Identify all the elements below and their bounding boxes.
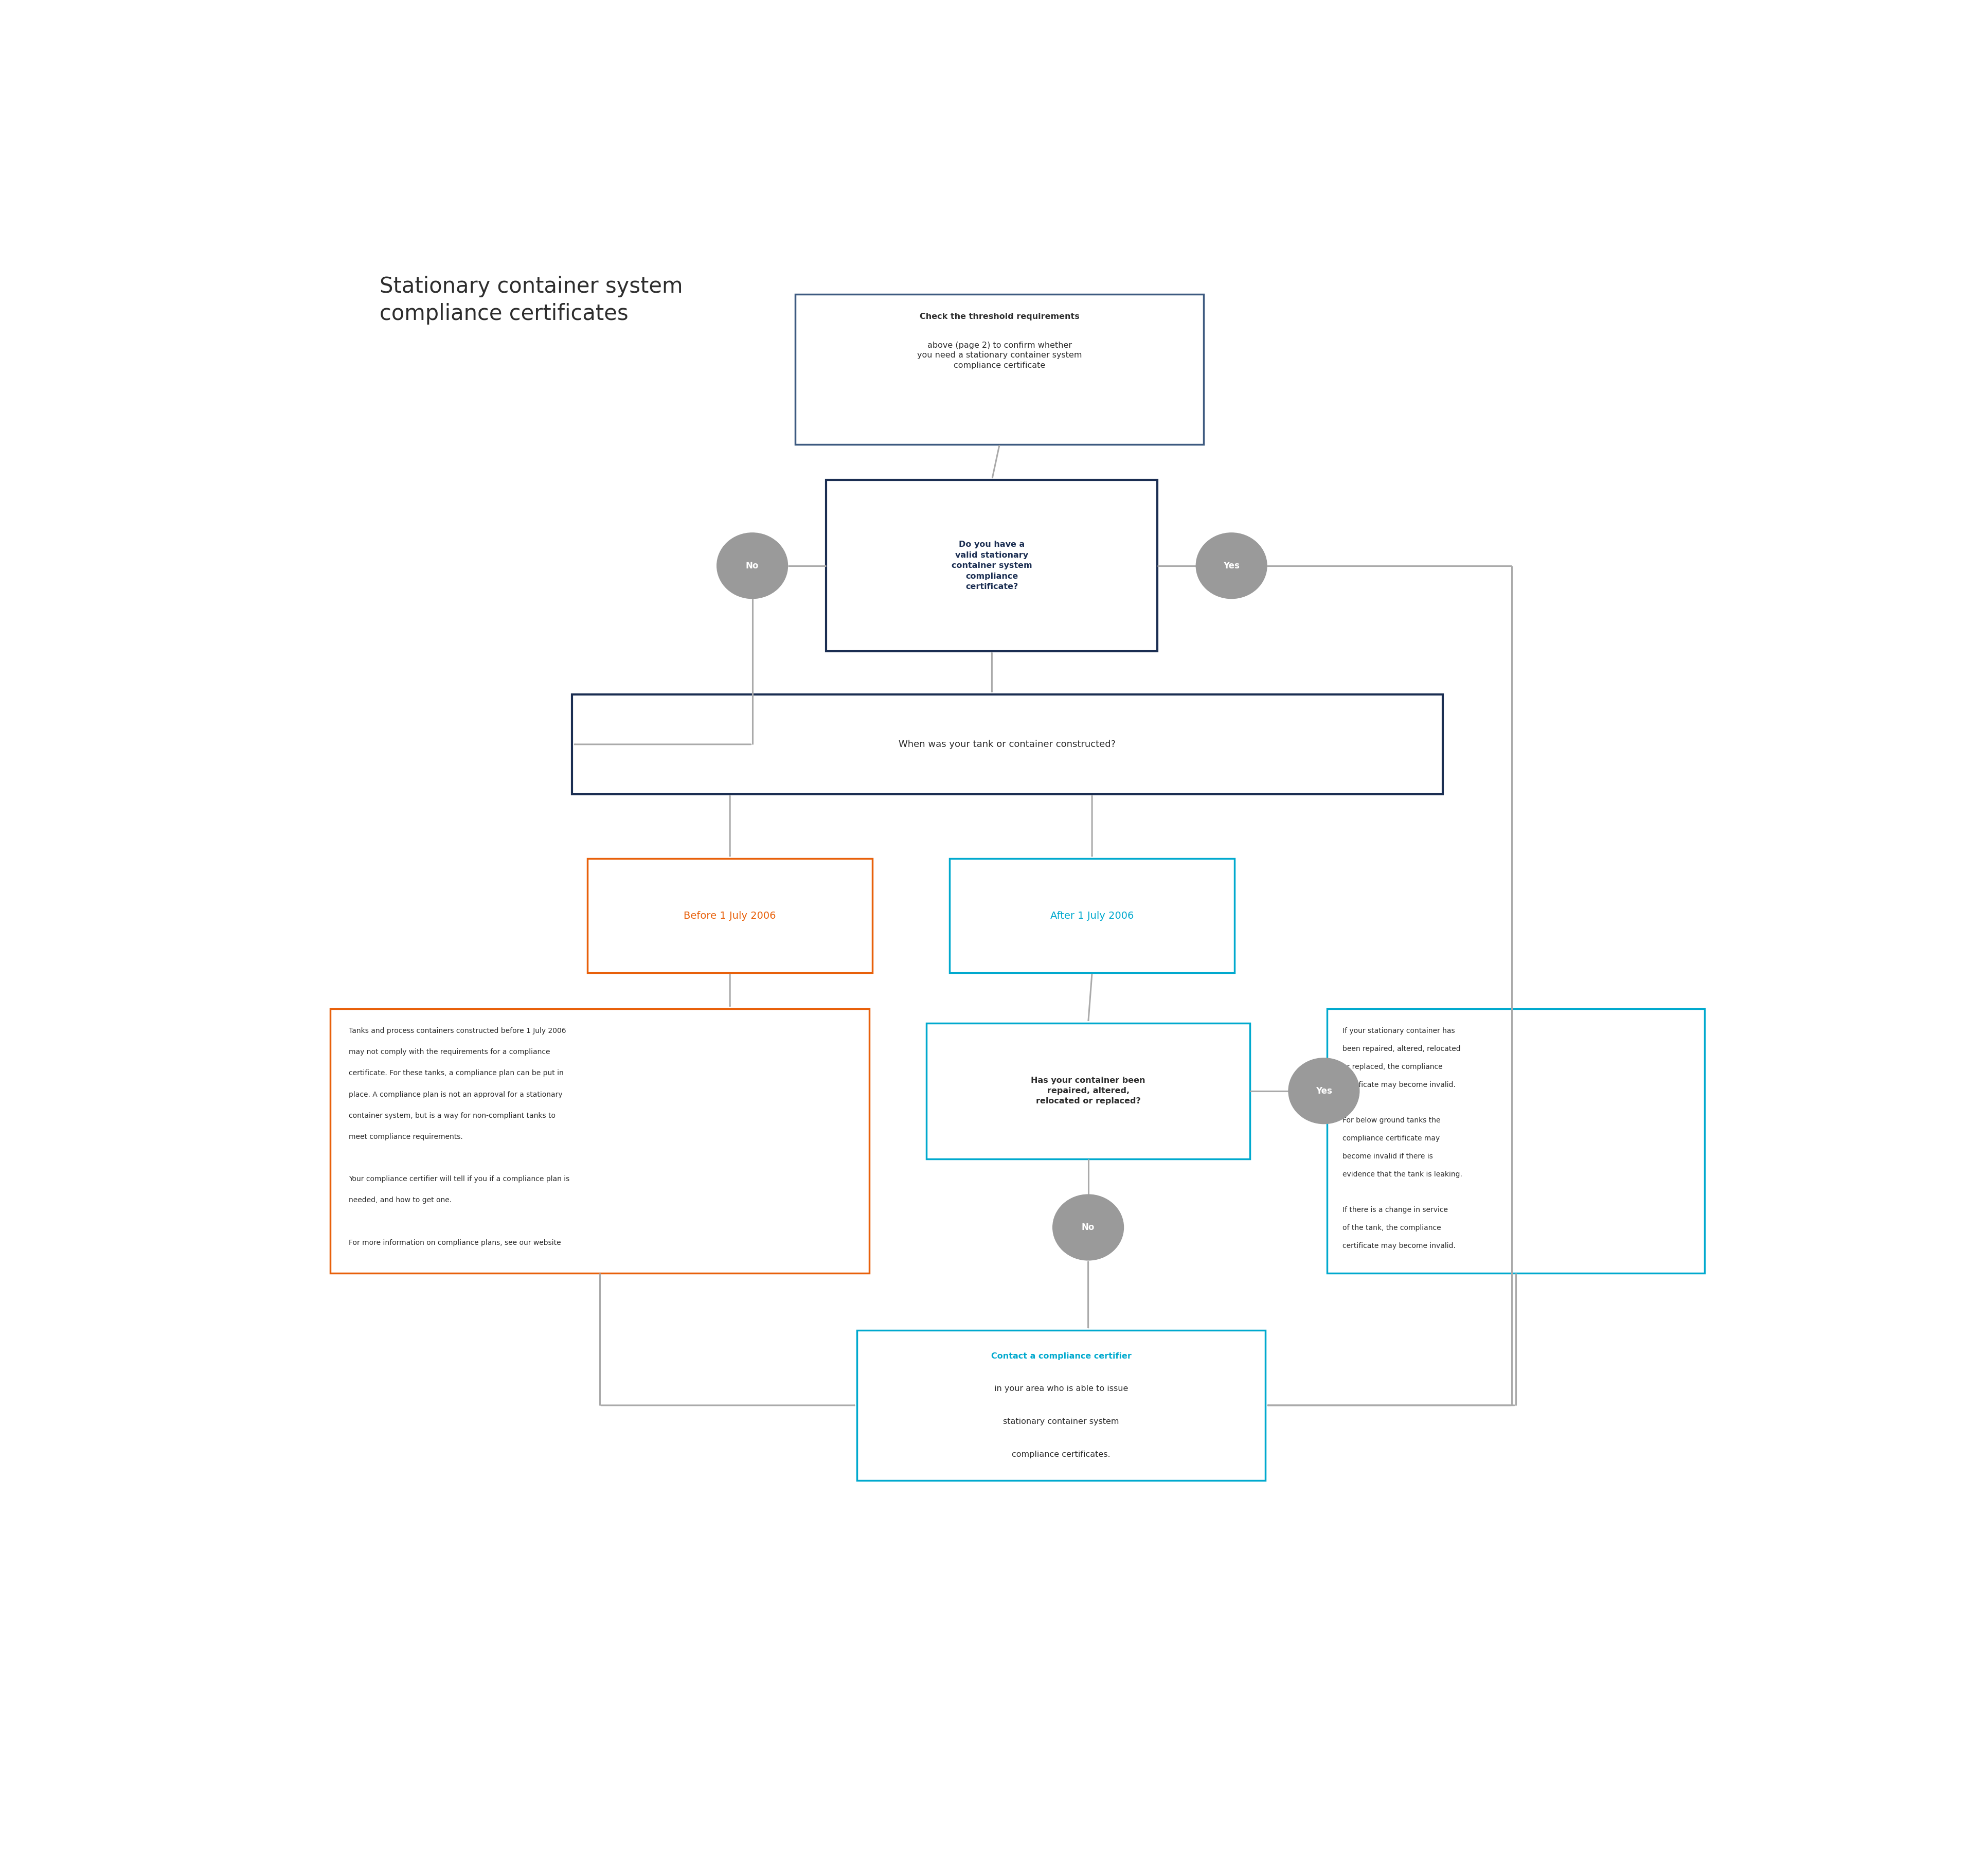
Text: been repaired, altered, relocated: been repaired, altered, relocated <box>1342 1045 1461 1052</box>
Text: If your stationary container has: If your stationary container has <box>1342 1028 1455 1034</box>
Circle shape <box>1197 533 1266 599</box>
Text: No: No <box>1081 1223 1095 1232</box>
Text: certificate may become invalid.: certificate may become invalid. <box>1342 1242 1455 1249</box>
Text: container system, but is a way for non-compliant tanks to: container system, but is a way for non-c… <box>348 1112 555 1119</box>
Bar <box>857 1331 1266 1481</box>
Text: Tanks and process containers constructed before 1 July 2006: Tanks and process containers constructed… <box>348 1028 567 1034</box>
Text: or replaced, the compliance: or replaced, the compliance <box>1342 1063 1443 1071</box>
Text: After 1 July 2006: After 1 July 2006 <box>1050 911 1133 921</box>
Bar <box>926 1023 1250 1158</box>
Bar <box>1328 1010 1704 1273</box>
Text: Stationary container system
compliance certificates: Stationary container system compliance c… <box>380 275 682 325</box>
Circle shape <box>1054 1195 1123 1260</box>
Text: Your compliance certifier will tell if you if a compliance plan is: Your compliance certifier will tell if y… <box>348 1175 569 1182</box>
Text: certificate. For these tanks, a compliance plan can be put in: certificate. For these tanks, a complian… <box>348 1069 563 1076</box>
Text: No: No <box>746 561 759 570</box>
Text: evidence that the tank is leaking.: evidence that the tank is leaking. <box>1342 1171 1463 1179</box>
Text: of the tank, the compliance: of the tank, the compliance <box>1342 1225 1441 1232</box>
Text: When was your tank or container constructed?: When was your tank or container construc… <box>899 741 1115 750</box>
Bar <box>573 694 1443 794</box>
Text: Yes: Yes <box>1316 1086 1332 1095</box>
Text: above (page 2) to confirm whether
you need a stationary container system
complia: above (page 2) to confirm whether you ne… <box>916 342 1081 369</box>
Text: become invalid if there is: become invalid if there is <box>1342 1153 1433 1160</box>
Circle shape <box>718 533 787 599</box>
Text: needed, and how to get one.: needed, and how to get one. <box>348 1197 451 1205</box>
Text: Has your container been
repaired, altered,
relocated or replaced?: Has your container been repaired, altere… <box>1032 1076 1145 1104</box>
Text: Yes: Yes <box>1223 561 1241 570</box>
Text: certificate may become invalid.: certificate may become invalid. <box>1342 1080 1455 1088</box>
Circle shape <box>1288 1058 1360 1123</box>
Text: may not comply with the requirements for a compliance: may not comply with the requirements for… <box>348 1049 551 1056</box>
Text: Before 1 July 2006: Before 1 July 2006 <box>684 911 775 921</box>
Text: compliance certificates.: compliance certificates. <box>1012 1451 1111 1459</box>
Text: Contact a compliance certifier: Contact a compliance certifier <box>992 1353 1131 1360</box>
Bar <box>795 293 1205 444</box>
Text: Check the threshold requirements: Check the threshold requirements <box>920 314 1079 321</box>
Bar <box>330 1010 869 1273</box>
Text: compliance certificate may: compliance certificate may <box>1342 1134 1439 1141</box>
Text: If there is a change in service: If there is a change in service <box>1342 1206 1447 1214</box>
Bar <box>950 859 1235 973</box>
Bar <box>588 859 873 973</box>
Text: Do you have a
valid stationary
container system
compliance
certificate?: Do you have a valid stationary container… <box>952 540 1032 590</box>
Text: meet compliance requirements.: meet compliance requirements. <box>348 1134 463 1140</box>
Text: For more information on compliance plans, see our website: For more information on compliance plans… <box>348 1240 561 1245</box>
Text: stationary container system: stationary container system <box>1004 1418 1119 1425</box>
Text: place. A compliance plan is not an approval for a stationary: place. A compliance plan is not an appro… <box>348 1091 563 1099</box>
Text: For below ground tanks the: For below ground tanks the <box>1342 1117 1441 1125</box>
Bar <box>827 481 1157 651</box>
Text: in your area who is able to issue: in your area who is able to issue <box>994 1385 1127 1392</box>
